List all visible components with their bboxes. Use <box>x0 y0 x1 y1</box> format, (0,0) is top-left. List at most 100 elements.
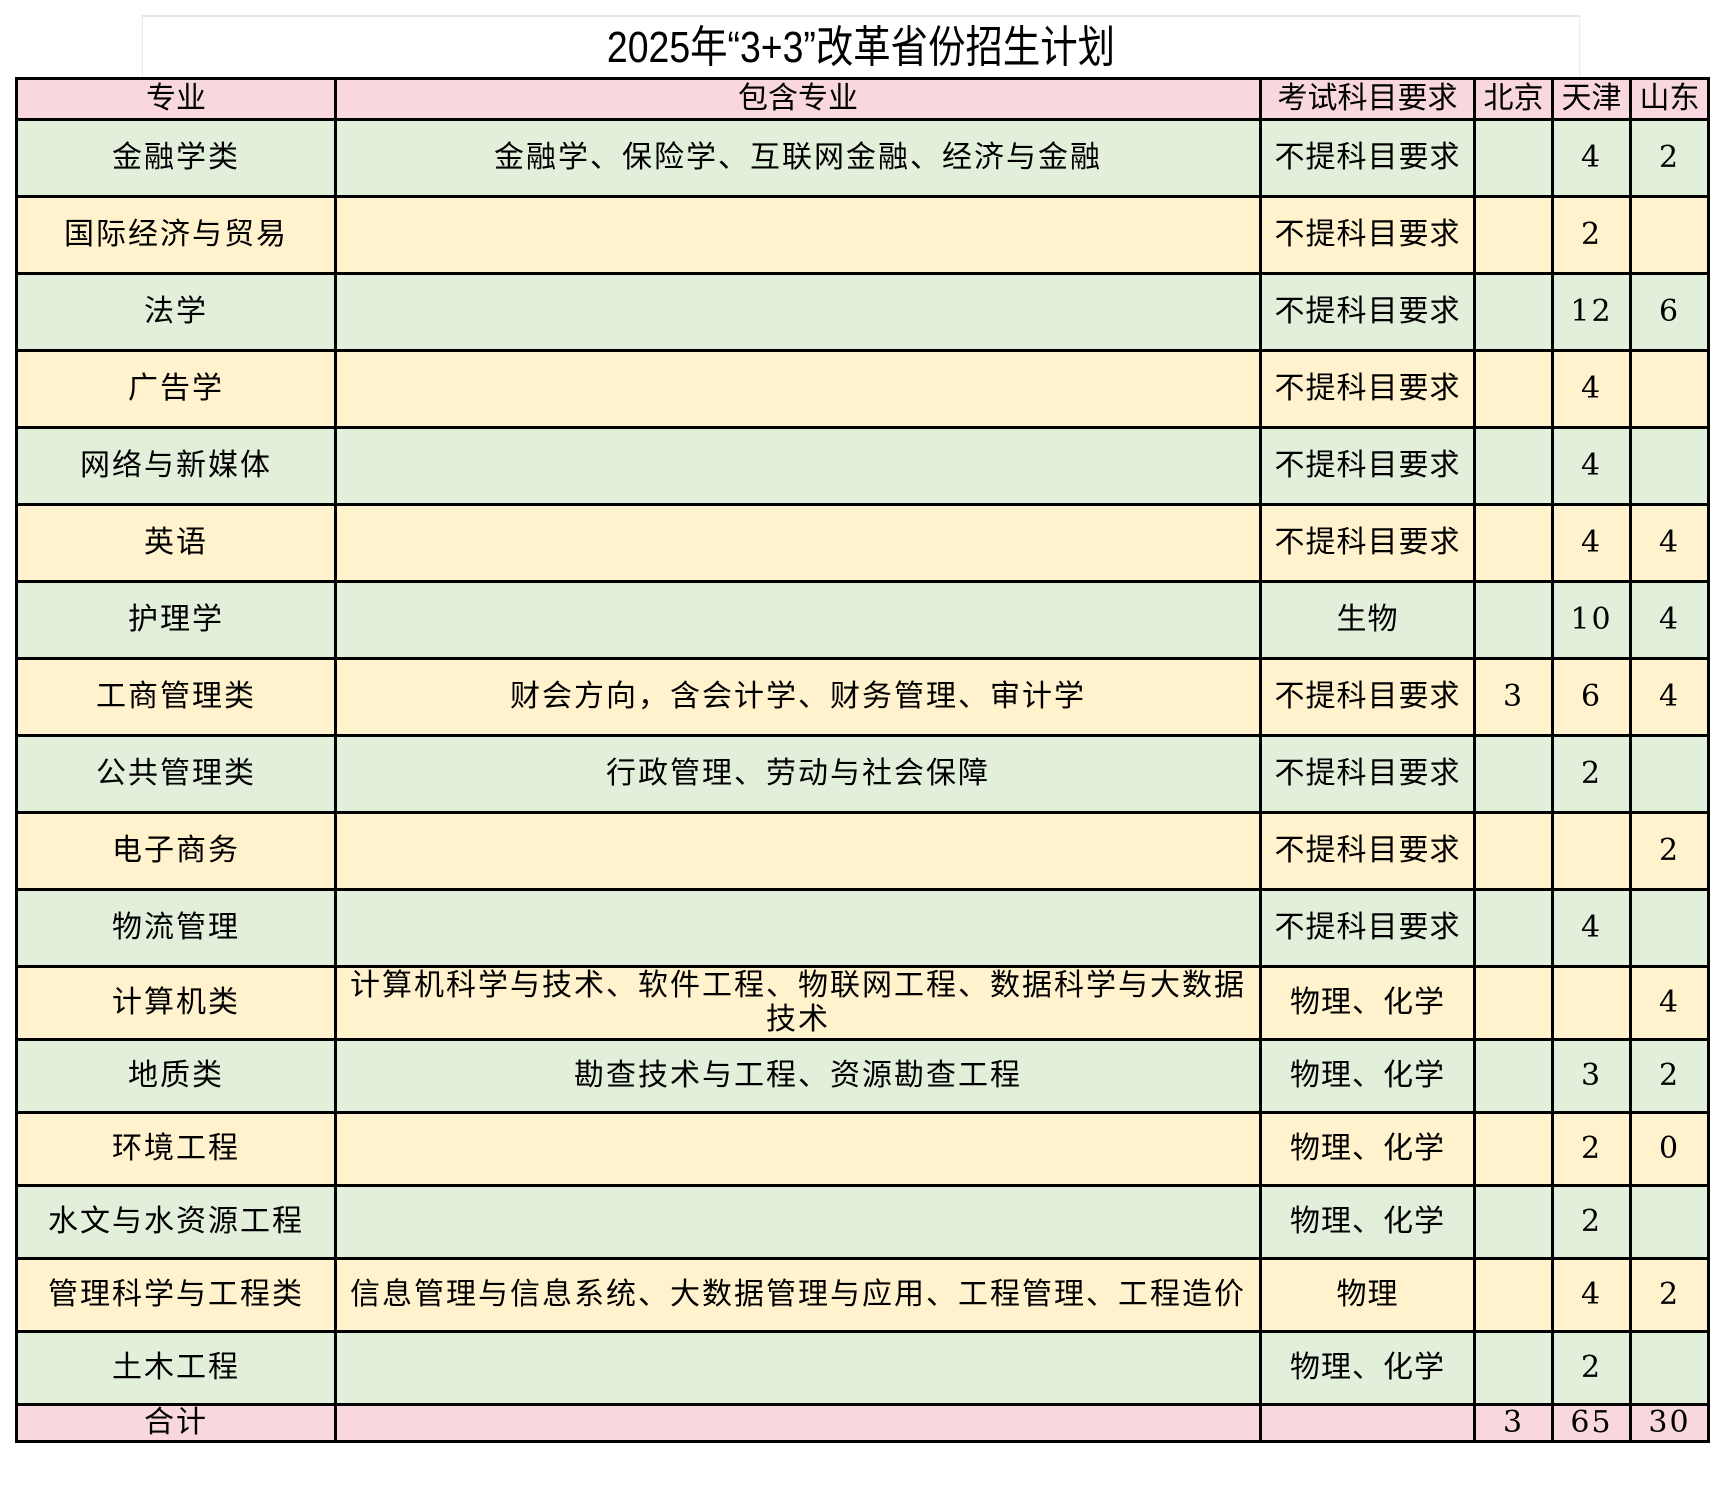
major-cell[interactable]: 电子商务 <box>15 811 337 891</box>
includes-cell[interactable] <box>334 272 1262 352</box>
shandong-cell[interactable]: 2 <box>1629 1038 1710 1114</box>
tianjin-cell[interactable]: 4 <box>1551 503 1632 583</box>
beijing-cell[interactable] <box>1473 888 1554 968</box>
shandong-cell[interactable] <box>1629 195 1710 275</box>
header-cell[interactable]: 山东 <box>1629 77 1710 121</box>
includes-cell[interactable] <box>334 195 1262 275</box>
includes-cell[interactable] <box>334 503 1262 583</box>
shandong-cell[interactable] <box>1629 426 1710 506</box>
requirement-cell[interactable]: 物理、化学 <box>1259 1111 1476 1187</box>
requirement-cell[interactable]: 不提科目要求 <box>1259 118 1476 198</box>
tianjin-cell[interactable]: 6 <box>1551 657 1632 737</box>
total-tianjin-cell[interactable]: 65 <box>1551 1403 1632 1443</box>
major-cell[interactable]: 公共管理类 <box>15 734 337 814</box>
requirement-cell[interactable]: 生物 <box>1259 580 1476 660</box>
beijing-cell[interactable] <box>1473 1330 1554 1406</box>
major-cell[interactable]: 计算机类 <box>15 965 337 1041</box>
requirement-cell[interactable]: 物理 <box>1259 1257 1476 1333</box>
beijing-cell[interactable] <box>1473 1257 1554 1333</box>
beijing-cell[interactable] <box>1473 965 1554 1041</box>
beijing-cell[interactable] <box>1473 503 1554 583</box>
header-cell[interactable]: 北京 <box>1473 77 1554 121</box>
requirement-cell[interactable]: 不提科目要求 <box>1259 426 1476 506</box>
major-cell[interactable]: 土木工程 <box>15 1330 337 1406</box>
beijing-cell[interactable]: 3 <box>1473 657 1554 737</box>
header-cell[interactable]: 天津 <box>1551 77 1632 121</box>
major-cell[interactable]: 地质类 <box>15 1038 337 1114</box>
includes-cell[interactable]: 财会方向，含会计学、财务管理、审计学 <box>334 657 1262 737</box>
tianjin-cell[interactable]: 2 <box>1551 1330 1632 1406</box>
major-cell[interactable]: 国际经济与贸易 <box>15 195 337 275</box>
major-cell[interactable]: 英语 <box>15 503 337 583</box>
major-cell[interactable]: 管理科学与工程类 <box>15 1257 337 1333</box>
tianjin-cell[interactable]: 2 <box>1551 1111 1632 1187</box>
shandong-cell[interactable]: 4 <box>1629 965 1710 1041</box>
shandong-cell[interactable]: 2 <box>1629 1257 1710 1333</box>
beijing-cell[interactable] <box>1473 349 1554 429</box>
tianjin-cell[interactable]: 2 <box>1551 1184 1632 1260</box>
total-major-cell[interactable]: 合计 <box>15 1403 337 1443</box>
tianjin-cell[interactable]: 4 <box>1551 1257 1632 1333</box>
tianjin-cell[interactable] <box>1551 965 1632 1041</box>
includes-cell[interactable] <box>334 426 1262 506</box>
major-cell[interactable]: 水文与水资源工程 <box>15 1184 337 1260</box>
tianjin-cell[interactable] <box>1551 811 1632 891</box>
beijing-cell[interactable] <box>1473 118 1554 198</box>
tianjin-cell[interactable]: 2 <box>1551 734 1632 814</box>
beijing-cell[interactable] <box>1473 1111 1554 1187</box>
includes-cell[interactable] <box>334 580 1262 660</box>
tianjin-cell[interactable]: 3 <box>1551 1038 1632 1114</box>
major-cell[interactable]: 法学 <box>15 272 337 352</box>
major-cell[interactable]: 广告学 <box>15 349 337 429</box>
requirement-cell[interactable]: 不提科目要求 <box>1259 195 1476 275</box>
major-cell[interactable]: 网络与新媒体 <box>15 426 337 506</box>
requirement-cell[interactable]: 物理、化学 <box>1259 1330 1476 1406</box>
shandong-cell[interactable]: 6 <box>1629 272 1710 352</box>
header-cell[interactable]: 包含专业 <box>334 77 1262 121</box>
tianjin-cell[interactable]: 4 <box>1551 349 1632 429</box>
includes-cell[interactable] <box>334 1111 1262 1187</box>
requirement-cell[interactable]: 不提科目要求 <box>1259 734 1476 814</box>
requirement-cell[interactable]: 不提科目要求 <box>1259 503 1476 583</box>
tianjin-cell[interactable]: 2 <box>1551 195 1632 275</box>
requirement-cell[interactable]: 不提科目要求 <box>1259 888 1476 968</box>
tianjin-cell[interactable]: 4 <box>1551 426 1632 506</box>
major-cell[interactable]: 物流管理 <box>15 888 337 968</box>
includes-cell[interactable]: 行政管理、劳动与社会保障 <box>334 734 1262 814</box>
includes-cell[interactable]: 计算机科学与技术、软件工程、物联网工程、数据科学与大数据技术 <box>334 965 1262 1041</box>
beijing-cell[interactable] <box>1473 580 1554 660</box>
shandong-cell[interactable]: 0 <box>1629 1111 1710 1187</box>
requirement-cell[interactable]: 物理、化学 <box>1259 1038 1476 1114</box>
includes-cell[interactable] <box>334 1184 1262 1260</box>
includes-cell[interactable] <box>334 811 1262 891</box>
beijing-cell[interactable] <box>1473 734 1554 814</box>
major-cell[interactable]: 护理学 <box>15 580 337 660</box>
major-cell[interactable]: 工商管理类 <box>15 657 337 737</box>
requirement-cell[interactable]: 不提科目要求 <box>1259 272 1476 352</box>
beijing-cell[interactable] <box>1473 1038 1554 1114</box>
requirement-cell[interactable]: 不提科目要求 <box>1259 657 1476 737</box>
shandong-cell[interactable]: 2 <box>1629 811 1710 891</box>
shandong-cell[interactable]: 4 <box>1629 503 1710 583</box>
tianjin-cell[interactable]: 10 <box>1551 580 1632 660</box>
shandong-cell[interactable]: 4 <box>1629 580 1710 660</box>
beijing-cell[interactable] <box>1473 811 1554 891</box>
total-includes-cell[interactable] <box>334 1403 1262 1443</box>
total-requirement-cell[interactable] <box>1259 1403 1476 1443</box>
shandong-cell[interactable]: 2 <box>1629 118 1710 198</box>
includes-cell[interactable]: 金融学、保险学、互联网金融、经济与金融 <box>334 118 1262 198</box>
tianjin-cell[interactable]: 4 <box>1551 118 1632 198</box>
requirement-cell[interactable]: 不提科目要求 <box>1259 349 1476 429</box>
shandong-cell[interactable]: 4 <box>1629 657 1710 737</box>
tianjin-cell[interactable]: 4 <box>1551 888 1632 968</box>
shandong-cell[interactable] <box>1629 734 1710 814</box>
includes-cell[interactable] <box>334 1330 1262 1406</box>
shandong-cell[interactable] <box>1629 349 1710 429</box>
requirement-cell[interactable]: 物理、化学 <box>1259 1184 1476 1260</box>
shandong-cell[interactable] <box>1629 888 1710 968</box>
beijing-cell[interactable] <box>1473 195 1554 275</box>
shandong-cell[interactable] <box>1629 1330 1710 1406</box>
includes-cell[interactable] <box>334 349 1262 429</box>
beijing-cell[interactable] <box>1473 272 1554 352</box>
major-cell[interactable]: 金融学类 <box>15 118 337 198</box>
